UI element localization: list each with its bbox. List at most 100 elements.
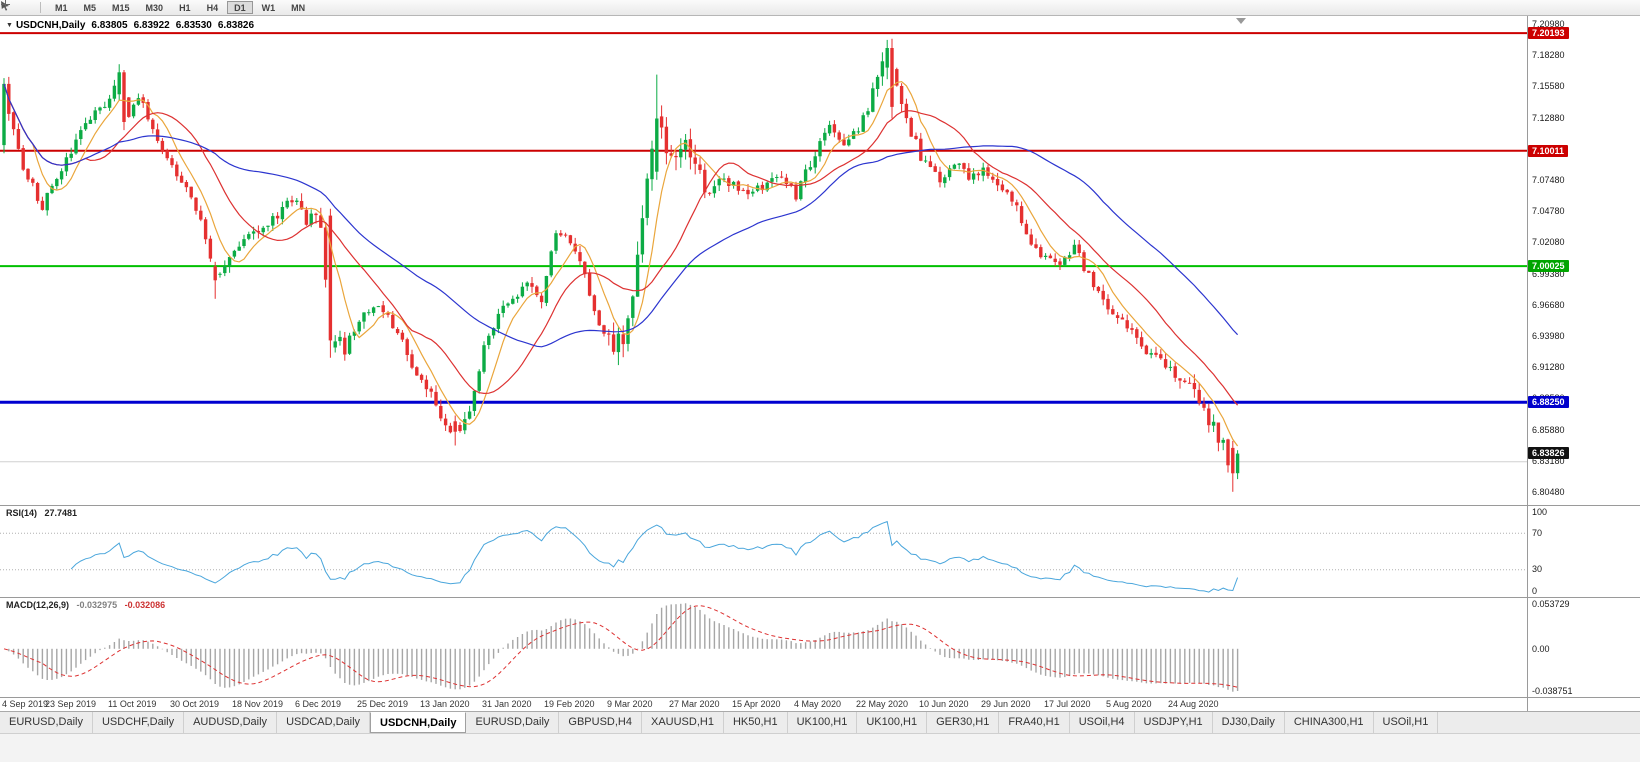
date-label: 6 Dec 2019: [295, 699, 342, 709]
tab-xauusd-h1[interactable]: XAUUSD,H1: [642, 712, 724, 733]
macd-value: -0.032975: [76, 600, 118, 610]
rsi-value: 27.7481: [44, 508, 78, 518]
tab-eurusd-daily[interactable]: EURUSD,Daily: [0, 712, 93, 733]
ohlc-open: 6.83805: [91, 20, 128, 31]
price-tick-label: 6.80480: [1532, 487, 1565, 497]
timeframe-button-w1[interactable]: W1: [255, 1, 283, 14]
toolbar-divider: [40, 2, 41, 13]
date-label: 30 Oct 2019: [170, 699, 220, 709]
crosshair-icon[interactable]: [1, 0, 34, 14]
date-label: 19 Feb 2020: [544, 699, 595, 709]
price-line-badge: 6.88250: [1528, 396, 1569, 408]
horizontal-lines-layer: [0, 32, 1527, 463]
price-tick-label: 7.12880: [1532, 113, 1565, 123]
chart-tabs-bar: EURUSD,Daily USDCHF,Daily AUDUSD,Daily USDC…: [0, 711, 1640, 733]
price-tick-label: 7.04780: [1532, 206, 1565, 216]
price-tick-label: 6.99380: [1532, 269, 1565, 279]
tab-usoil-h1[interactable]: USOil,H1: [1374, 712, 1439, 733]
timeframe-button-m30[interactable]: M30: [139, 1, 171, 14]
tab-usdcnh-daily[interactable]: USDCNH,Daily: [370, 712, 467, 733]
date-label: 25 Dec 2019: [357, 699, 409, 709]
price-line-badge: 7.00025: [1528, 260, 1569, 272]
tab-hk50-h1[interactable]: HK50,H1: [724, 712, 788, 733]
price-tick-label: 6.85880: [1532, 425, 1565, 435]
timeframe-button-h1[interactable]: H1: [172, 1, 198, 14]
rsi-scale-70: 70: [1532, 528, 1543, 538]
tab-usdcad-daily[interactable]: USDCAD,Daily: [277, 712, 371, 733]
rsi-name: RSI(14): [6, 508, 38, 518]
tab-audusd-daily[interactable]: AUDUSD,Daily: [184, 712, 278, 733]
date-label: 13 Jan 2020: [420, 699, 470, 709]
macd-name: MACD(12,26,9): [6, 600, 70, 610]
rsi-label: RSI(14) 27.7481: [6, 508, 77, 518]
rsi-line: [70, 520, 1239, 593]
price-tick-label: 7.20980: [1532, 19, 1565, 29]
date-label: 24 Aug 2020: [1168, 699, 1219, 709]
ohlc-low: 6.83530: [175, 20, 212, 31]
price-line-badge: 7.10011: [1528, 145, 1569, 157]
tab-eurusd-daily[interactable]: EURUSD,Daily: [466, 712, 560, 733]
rsi-scale-0: 0: [1532, 586, 1538, 596]
tab-uk100-h1[interactable]: UK100,H1: [857, 712, 928, 733]
tab-gbpusd-h4[interactable]: GBPUSD,H4: [559, 712, 642, 733]
date-label: 31 Jan 2020: [482, 699, 532, 709]
timeframe-buttons: M1 M5 M15 M30 H1 H4 D1 W1 MN: [47, 1, 313, 14]
date-label: 4 Sep 2019: [2, 699, 49, 709]
tab-usoil-h4[interactable]: USOil,H4: [1070, 712, 1135, 733]
tab-uk100-h1[interactable]: UK100,H1: [788, 712, 858, 733]
timeframe-button-m5[interactable]: M5: [77, 1, 104, 14]
macd-histogram-layer: [8, 603, 1239, 692]
date-label: 5 Aug 2020: [1106, 699, 1152, 709]
macd-scale-zero: 0.00: [1532, 644, 1550, 654]
rsi-scale-100: 100: [1532, 507, 1548, 517]
price-tick-label: 7.02080: [1532, 237, 1565, 247]
date-label: 9 Mar 2020: [607, 699, 653, 709]
price-tick-label: 6.96680: [1532, 300, 1565, 310]
price-tick-label: 6.83180: [1532, 456, 1565, 466]
price-tick-label: 6.91280: [1532, 362, 1565, 372]
price-tick-label: 7.18280: [1532, 50, 1565, 60]
chart-title: ▼ USDCNH,Daily 6.83805 6.83922 6.83530 6.8382…: [6, 20, 254, 31]
price-tick-label: 7.15580: [1532, 81, 1565, 91]
date-label: 22 May 2020: [856, 699, 909, 709]
timeframe-button-d1[interactable]: D1: [227, 1, 253, 14]
tab-ger30-h1[interactable]: GER30,H1: [927, 712, 1000, 733]
ohlc-high: 6.83922: [133, 20, 170, 31]
rsi-scale-30: 30: [1532, 564, 1543, 574]
date-label: 4 May 2020: [794, 699, 842, 709]
date-label: 10 Jun 2020: [919, 699, 969, 709]
macd-scale-top: 0.053729: [1532, 599, 1570, 609]
price-tick-label: 7.07480: [1532, 175, 1565, 185]
tab-china300-h1[interactable]: CHINA300,H1: [1285, 712, 1374, 733]
macd-signal-value: -0.032086: [124, 600, 166, 610]
chart-shift-marker[interactable]: [1236, 18, 1246, 24]
price-tick-label: 6.93980: [1532, 331, 1565, 341]
date-label: 11 Oct 2019: [108, 699, 157, 709]
timeframe-button-h4[interactable]: H4: [200, 1, 226, 14]
timeframe-button-mn[interactable]: MN: [284, 1, 312, 14]
date-label: 27 Mar 2020: [669, 699, 720, 709]
status-bar: [0, 733, 1640, 762]
date-label: 17 Jul 2020: [1044, 699, 1091, 709]
current-price-badge: 6.83826: [1528, 447, 1569, 459]
tab-usdjpy-h1[interactable]: USDJPY,H1: [1135, 712, 1213, 733]
date-label: 29 Jun 2020: [981, 699, 1031, 709]
macd-signal-line: [3, 605, 1238, 688]
tab-dj30-daily[interactable]: DJ30,Daily: [1213, 712, 1285, 733]
chart-symbol-label: USDCNH,Daily: [15, 20, 86, 31]
tab-fra40-h1[interactable]: FRA40,H1: [999, 712, 1070, 733]
timeframe-button-m1[interactable]: M1: [48, 1, 75, 14]
timeframe-button-m15[interactable]: M15: [105, 1, 137, 14]
tab-usdchf-daily[interactable]: USDCHF,Daily: [93, 712, 185, 733]
date-label: 23 Sep 2019: [45, 699, 97, 709]
macd-scale-bottom: -0.038751: [1532, 686, 1573, 696]
macd-label: MACD(12,26,9) -0.032975 -0.032086: [6, 600, 165, 610]
moving-average-45: [3, 83, 1239, 348]
date-label: 18 Nov 2019: [232, 699, 284, 709]
timeframe-toolbar: M1 M5 M15 M30 H1 H4 D1 W1 MN: [0, 0, 1640, 16]
ohlc-close: 6.83826: [217, 20, 255, 31]
moving-average-18: [3, 83, 1239, 406]
chart-collapse-icon[interactable]: ▼: [6, 22, 13, 29]
